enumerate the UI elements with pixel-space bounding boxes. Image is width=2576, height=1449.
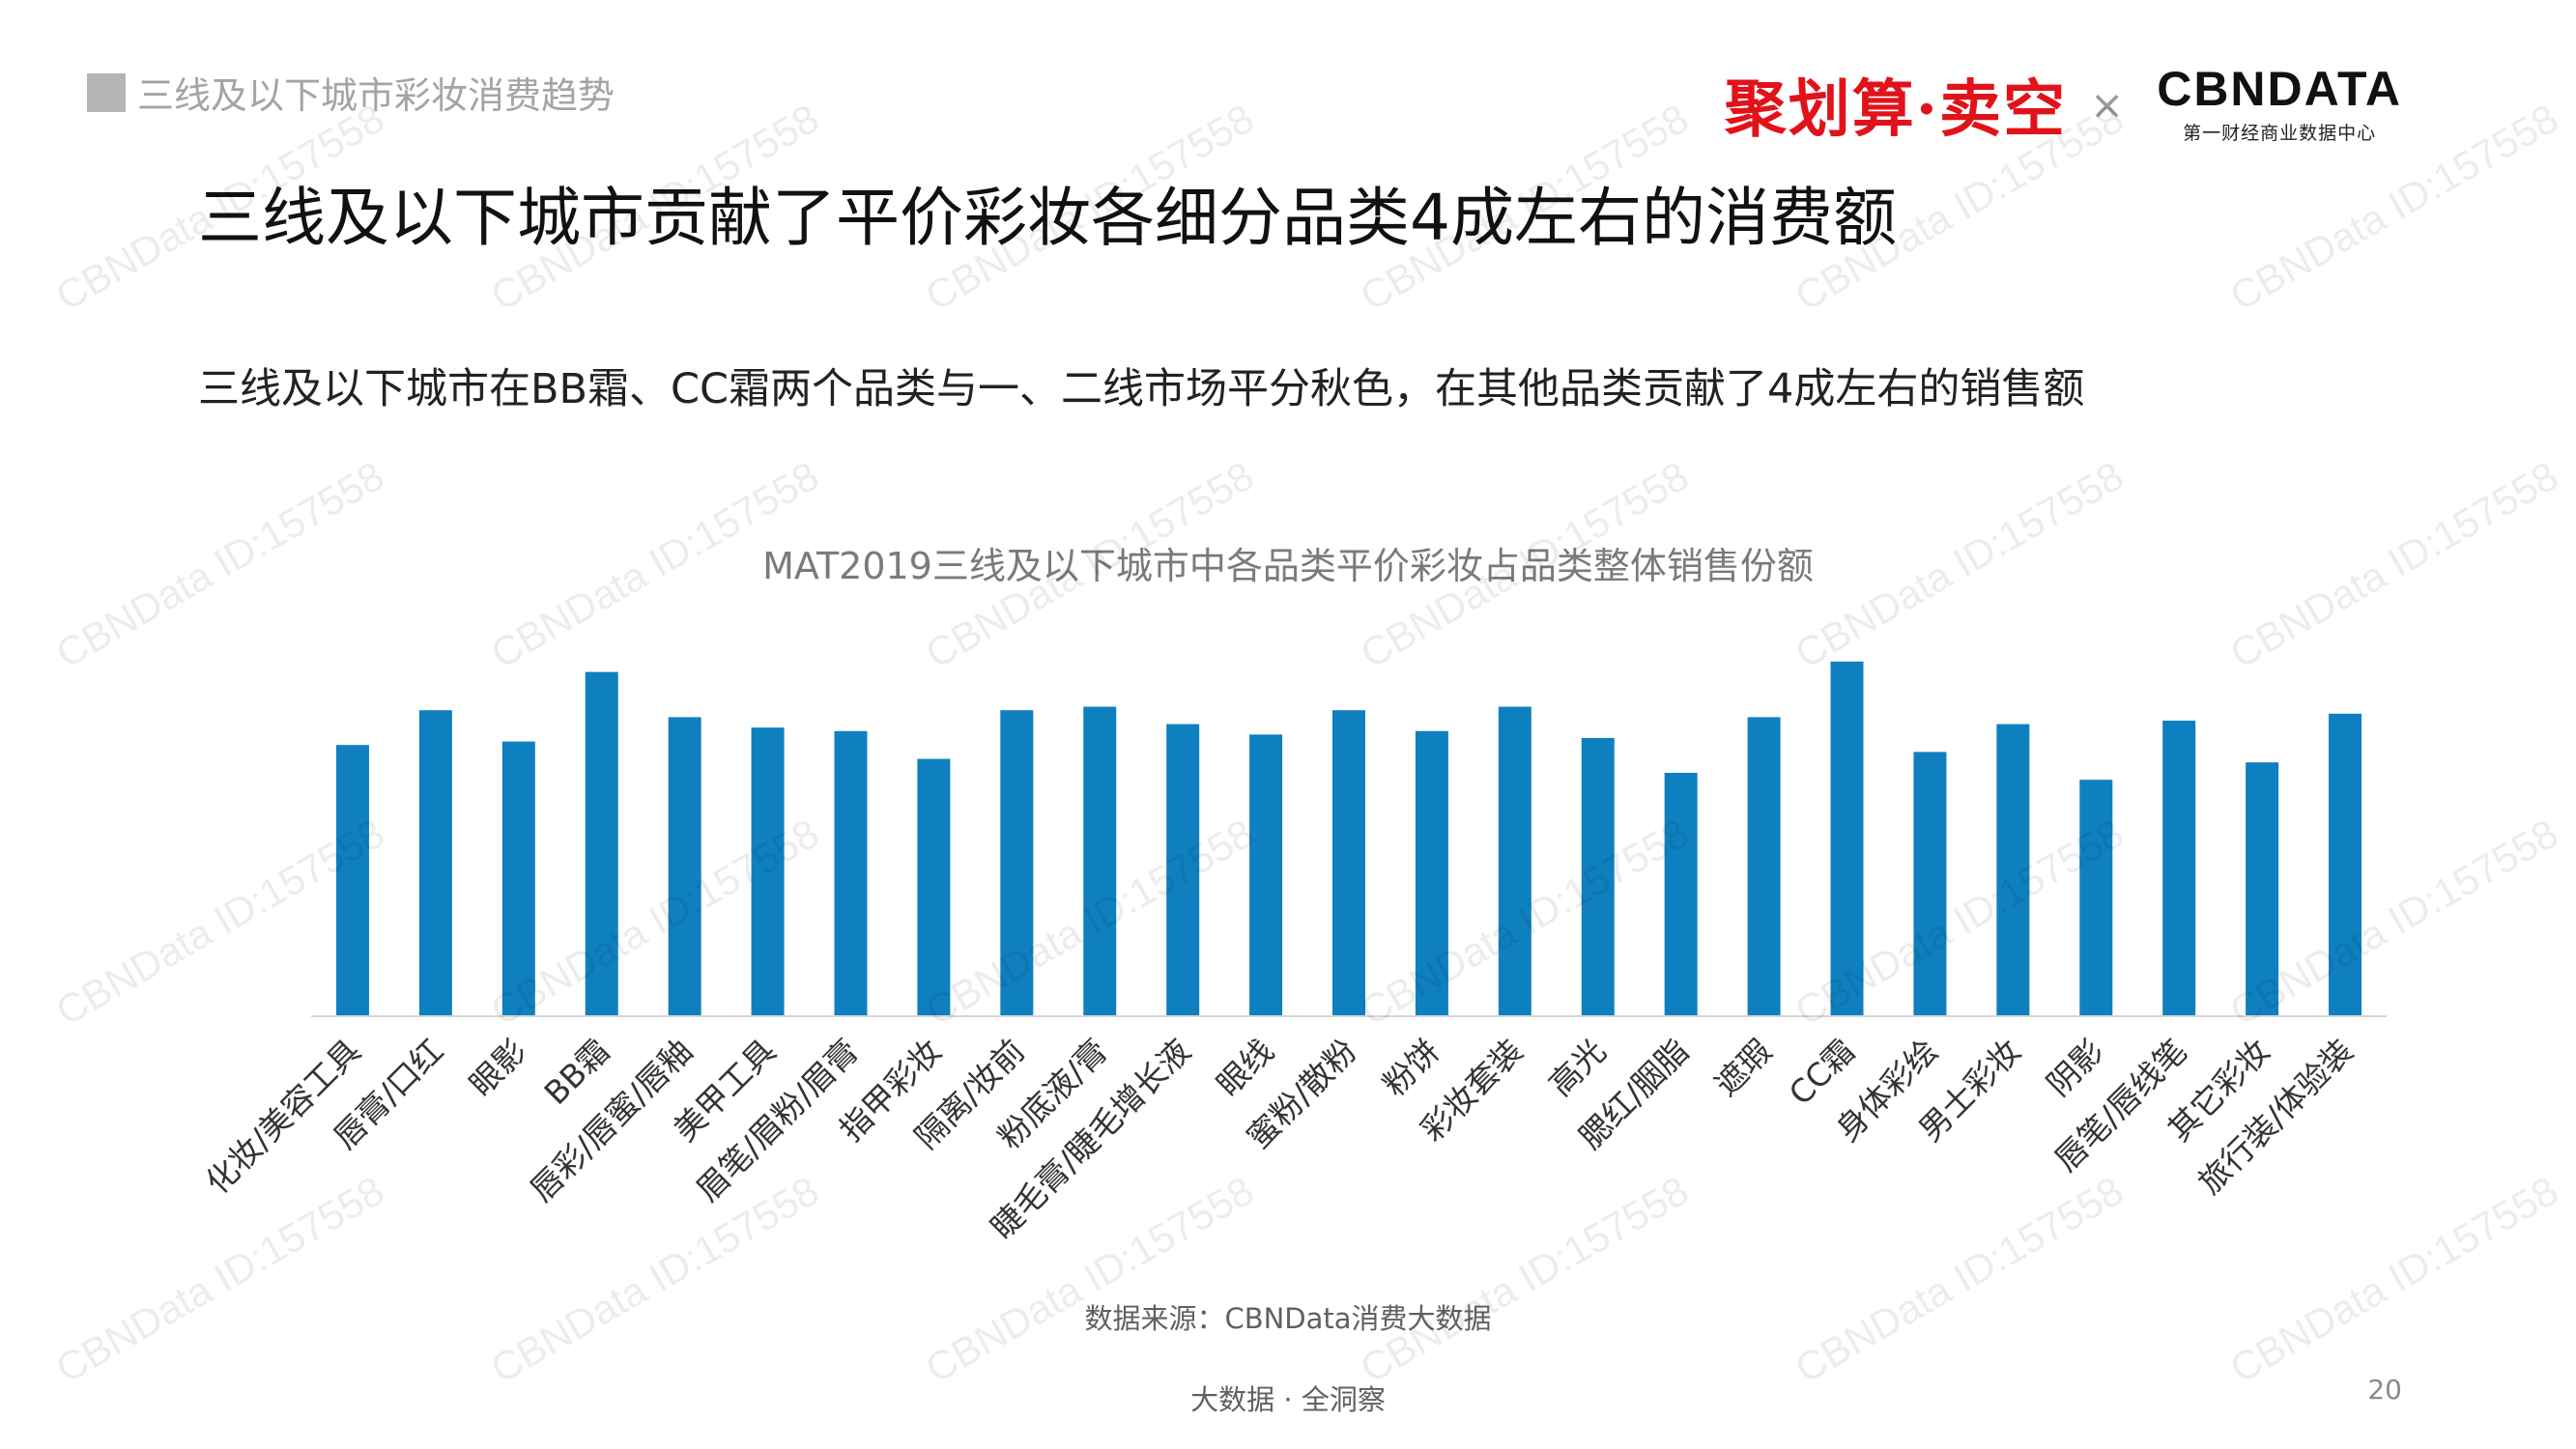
bar-11 (1249, 734, 1283, 1016)
bar-13 (1415, 730, 1448, 1016)
bar-3 (585, 671, 618, 1016)
bar-6 (834, 730, 868, 1016)
cbndata-logo-sub: 第一财经商业数据中心 (2183, 122, 2377, 144)
bar-19 (1913, 752, 1947, 1016)
bar-24 (2329, 713, 2362, 1016)
bar-8 (1000, 710, 1034, 1016)
cbndata-logo: CBNDATA 第一财经商业数据中心 (2157, 65, 2402, 145)
bar-0 (335, 745, 369, 1016)
brand-separator: × (2090, 80, 2125, 128)
bar-7 (917, 758, 951, 1016)
bar-23 (2246, 762, 2279, 1016)
category-label-21: 阴影 (2040, 1032, 2111, 1103)
chart-bars (335, 661, 2362, 1016)
category-label-15: 高光 (1541, 1032, 1613, 1103)
bar-12 (1332, 710, 1365, 1016)
bar-22 (2162, 721, 2196, 1016)
category-label-13: 粉饼 (1375, 1032, 1446, 1103)
bar-10 (1166, 724, 1200, 1016)
page-title: 三线及以下城市贡献了平价彩妆各细分品类4成左右的消费额 (198, 181, 1897, 255)
page-subtitle: 三线及以下城市在BB霜、CC霜两个品类与一、二线市场平分秋色，在其他品类贡献了4… (198, 365, 2085, 413)
section-square-icon (87, 72, 126, 112)
bar-15 (1581, 738, 1615, 1016)
bar-5 (751, 727, 785, 1016)
bar-2 (501, 741, 535, 1016)
bar-21 (2079, 780, 2113, 1016)
data-source: 数据来源：CBNData消费大数据 (1084, 1302, 1492, 1335)
page-number: 20 (2367, 1374, 2402, 1406)
chart-title: MAT2019三线及以下城市中各品类平价彩妆占品类整体销售份额 (762, 545, 1814, 587)
category-label-2: 眼影 (462, 1032, 533, 1103)
juhuasuan-logo: 聚划算·卖空 (1724, 73, 2068, 146)
bar-1 (418, 710, 452, 1016)
bar-20 (1996, 724, 2030, 1016)
bar-16 (1664, 773, 1698, 1016)
bar-9 (1083, 706, 1117, 1016)
section-tag: 三线及以下城市彩妆消费趋势 (87, 66, 615, 119)
category-label-11: 眼线 (1209, 1032, 1280, 1103)
bar-18 (1830, 661, 1864, 1016)
bar-17 (1747, 717, 1781, 1016)
bar-4 (668, 717, 701, 1016)
brand-logos: 聚划算·卖空 × CBNDATA 第一财经商业数据中心 (1725, 60, 2402, 149)
section-label: 三线及以下城市彩妆消费趋势 (137, 74, 615, 117)
footer-tagline: 大数据 · 全洞察 (1190, 1383, 1386, 1416)
category-label-17: 遮瑕 (1707, 1032, 1779, 1103)
cbndata-logo-name: CBNDATA (2157, 61, 2402, 116)
bar-14 (1498, 706, 1531, 1016)
